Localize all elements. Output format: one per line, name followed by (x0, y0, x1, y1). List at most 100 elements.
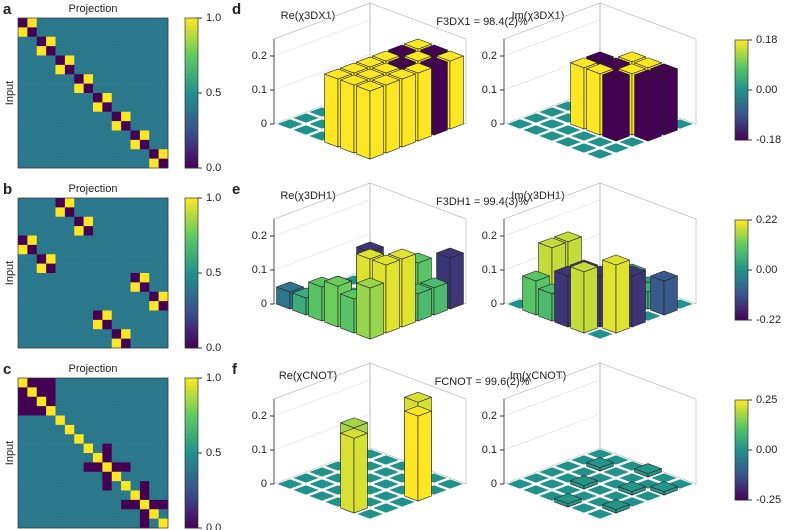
bar-side (308, 281, 323, 322)
heatmap-cell (18, 263, 28, 274)
heatmap-cell (55, 158, 66, 169)
bar-top (307, 466, 337, 478)
heatmap-cell (55, 130, 66, 141)
heatmap-cell (36, 338, 47, 349)
colorbar-step (185, 423, 198, 428)
heatmap-cell (158, 319, 169, 330)
heatmap-cell (46, 406, 56, 416)
bar-side (538, 288, 553, 322)
bar (601, 69, 631, 142)
heatmap-cell (139, 18, 150, 28)
z-grid-line (273, 53, 371, 91)
heatmap-cell (64, 263, 75, 274)
heatmap-cell (83, 282, 94, 293)
heatmap-cell (139, 158, 150, 169)
colorbar-step (185, 318, 198, 323)
heatmap-cell (158, 499, 169, 510)
heatmap-cell (111, 471, 122, 482)
bar-top (355, 508, 385, 520)
heatmap-cell (130, 329, 141, 339)
heatmap-cell (121, 378, 131, 388)
heatmap-cell (27, 254, 38, 264)
heatmap-cell (64, 291, 75, 302)
colorbar-tick-label: 0.5 (206, 447, 221, 459)
bar-top (585, 448, 615, 460)
heatmap-cell (130, 244, 141, 255)
bar-side (570, 266, 585, 334)
colorbar-step (735, 247, 748, 251)
heatmap-cell (102, 27, 113, 38)
colorbar-step (185, 303, 198, 308)
heatmap-cell (149, 121, 159, 131)
bar-top (275, 281, 305, 293)
z-tick-label: 0 (491, 118, 497, 130)
heatmap-cell (111, 102, 122, 113)
bar (569, 502, 599, 514)
z-tick-label: 0.2 (482, 50, 497, 62)
heatmap-cell (102, 406, 113, 416)
heatmap-cell (27, 387, 38, 398)
heatmap-cell (93, 244, 103, 255)
bar-side (631, 270, 646, 328)
heatmap-cell (83, 406, 94, 416)
heatmap-cell (83, 301, 94, 311)
colorbar-step (185, 93, 198, 98)
heatmap-cell (93, 462, 103, 473)
colorbar-step (185, 445, 198, 450)
bar (521, 472, 551, 484)
heatmap-cell (64, 273, 75, 283)
heatmap-cell (93, 509, 103, 519)
heatmap-cell (149, 235, 159, 246)
z-tick-label: 0.2 (252, 230, 267, 242)
colorbar-tick-label: 0.25 (756, 394, 777, 406)
heatmap-cell (83, 83, 94, 94)
heatmap-cell (111, 216, 122, 227)
bar-top (371, 454, 401, 466)
heatmap-cell (74, 415, 84, 426)
heatmap-cell (139, 499, 150, 510)
heatmap-cell (102, 263, 113, 274)
bar (569, 130, 599, 142)
bar-top (649, 472, 679, 484)
z-tick-label: 0.1 (252, 264, 267, 276)
bar (371, 454, 401, 466)
heatmap-cell (93, 158, 103, 169)
heatmap-cell (111, 244, 122, 255)
bar (585, 328, 615, 340)
heatmap-cell (64, 319, 75, 330)
heatmap-cell (46, 273, 56, 283)
heatmap-cell (46, 254, 56, 264)
heatmap-cell (149, 207, 159, 218)
heatmap-cell (83, 235, 94, 246)
bar-side (417, 67, 432, 142)
heatmap-cell (130, 378, 141, 388)
heatmap-cell (149, 36, 159, 47)
heatmap-cell (149, 130, 159, 141)
heatmap-cell (83, 55, 94, 66)
colorbar-step (185, 104, 198, 109)
heatmap-cell (93, 93, 103, 103)
heatmap-cell (55, 291, 66, 302)
heatmap-cell (27, 424, 38, 435)
heatmap-cell (111, 226, 122, 236)
colorbar-step (735, 415, 748, 418)
bar-top (537, 130, 567, 142)
heatmap-cell (139, 121, 150, 131)
heatmap-cell (149, 139, 159, 150)
heatmap-cell (55, 207, 66, 218)
colorbar-step (185, 141, 198, 146)
bar (633, 69, 663, 142)
bar-top (419, 56, 449, 68)
heatmap-cell (130, 273, 141, 283)
colorbar-step (735, 472, 748, 476)
heatmap-cell (64, 406, 75, 416)
heatmap-cell (139, 415, 150, 426)
bar (505, 478, 535, 490)
heatmap-cell (18, 490, 28, 501)
heatmap-cell (55, 509, 66, 519)
z-tick-label: 0.1 (252, 444, 267, 456)
heatmap-cell (55, 111, 66, 122)
heatmap-cell (46, 149, 56, 159)
colorbar-step (185, 66, 198, 71)
heatmap-cell (111, 254, 122, 264)
